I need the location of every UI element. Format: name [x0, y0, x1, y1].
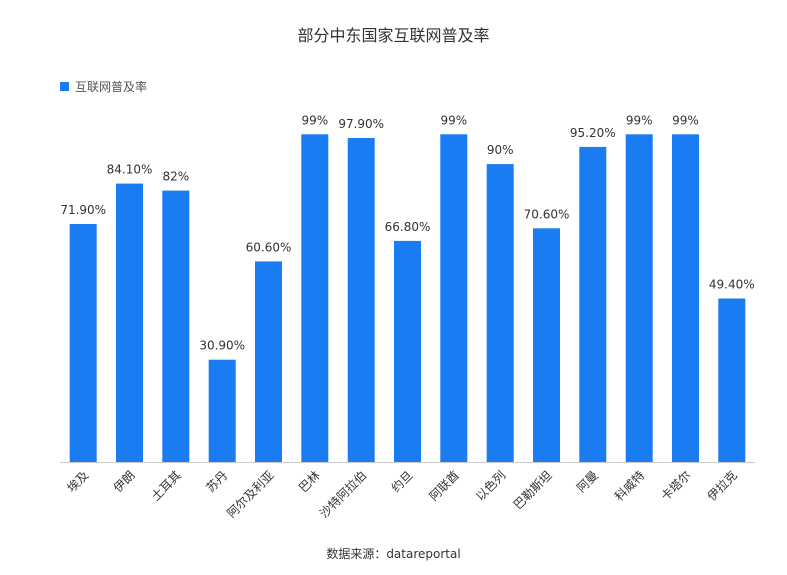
bar [208, 359, 236, 462]
legend-label: 互联网普及率 [75, 80, 148, 94]
data-label: 30.90% [199, 339, 245, 353]
source-note: 数据来源：datareportal [326, 547, 461, 561]
data-label: 71.90% [60, 203, 106, 217]
x-tick-label: 巴勒斯坦 [511, 468, 555, 512]
bar [440, 134, 468, 463]
x-tick-label: 科威特 [611, 468, 647, 504]
bar [533, 228, 560, 462]
bar [579, 146, 607, 462]
legend: 互联网普及率 [60, 78, 147, 95]
bar [718, 298, 746, 462]
x-tick-label: 埃及 [64, 468, 91, 495]
x-tick-label: 伊拉克 [704, 468, 740, 504]
x-tick-label: 阿曼 [574, 468, 601, 495]
x-tick-label: 苏丹 [203, 468, 230, 495]
data-label: 66.80% [385, 220, 431, 234]
x-tick-label: 以色列 [473, 468, 508, 503]
x-tick-label: 卡塔尔 [658, 468, 694, 504]
bar [394, 240, 421, 462]
x-tick-label: 巴林 [296, 468, 323, 495]
data-label: 99% [626, 113, 653, 127]
x-tick-label: 沙特阿拉伯 [316, 468, 369, 521]
data-label: 99% [440, 113, 467, 127]
x-tick-label: 土耳其 [149, 468, 184, 503]
data-label: 90% [487, 143, 514, 157]
bar [486, 164, 514, 462]
bar [347, 138, 375, 462]
bar [162, 190, 190, 462]
data-label: 49.40% [709, 278, 755, 292]
x-tick-label: 伊朗 [111, 468, 138, 495]
data-label: 99% [301, 113, 328, 127]
bar [255, 261, 282, 462]
data-label: 60.60% [246, 240, 292, 254]
x-tick-label: 阿联酋 [426, 468, 462, 504]
x-tick-label: 阿尔及利亚 [224, 468, 277, 521]
data-label: 82% [162, 170, 189, 184]
data-label: 97.90% [338, 117, 384, 131]
bar [672, 134, 699, 463]
data-label: 70.60% [524, 207, 570, 221]
bar [116, 183, 143, 462]
data-label: 95.20% [570, 126, 616, 140]
x-tick-label: 约旦 [388, 468, 416, 496]
data-label: 84.10% [107, 163, 153, 177]
legend-swatch [60, 82, 69, 91]
data-label: 99% [672, 113, 699, 127]
bar [301, 134, 329, 463]
bar-chart: 71.90% 埃及 84.10% 伊朗 82% 土耳其 30.90% 苏丹 60.60% 阿尔及利… [60, 113, 755, 521]
bar [625, 134, 653, 463]
bar [69, 224, 97, 462]
chart-title: 部分中东国家互联网普及率 [297, 26, 490, 45]
